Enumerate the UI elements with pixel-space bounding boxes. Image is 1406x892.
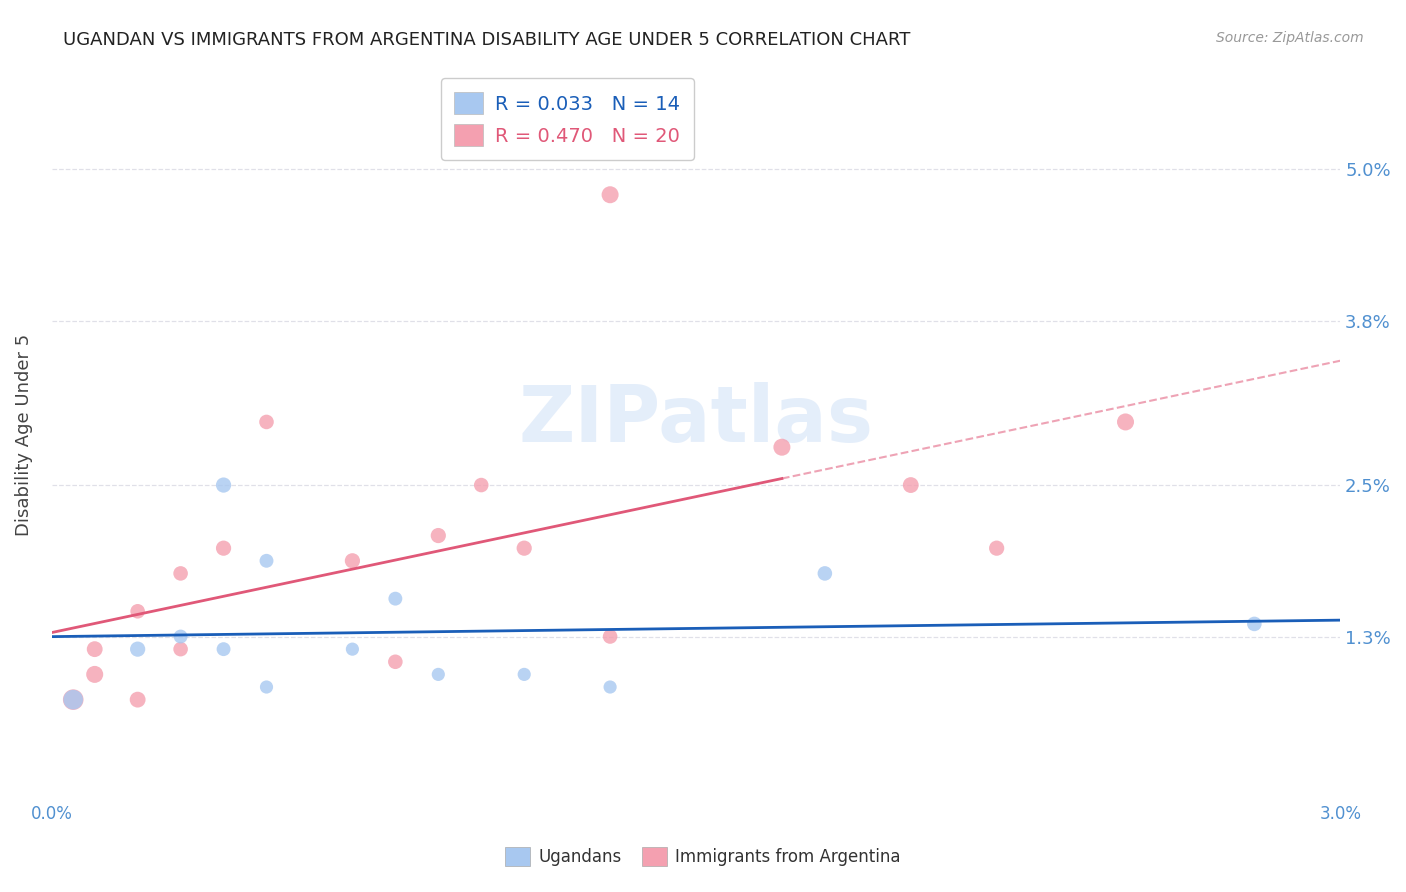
- Point: [212, 642, 235, 657]
- Point: [384, 655, 406, 669]
- Point: [256, 415, 278, 429]
- Point: [513, 667, 536, 681]
- Point: [814, 566, 837, 581]
- Point: [169, 566, 191, 581]
- Text: ZIPatlas: ZIPatlas: [519, 382, 873, 458]
- Point: [256, 554, 278, 568]
- Point: [83, 667, 105, 681]
- Point: [342, 554, 364, 568]
- Point: [127, 604, 149, 618]
- Point: [1243, 616, 1265, 631]
- Point: [127, 642, 149, 657]
- Point: [427, 528, 450, 542]
- Point: [470, 478, 492, 492]
- Point: [513, 541, 536, 556]
- Point: [900, 478, 922, 492]
- Point: [384, 591, 406, 606]
- Point: [212, 541, 235, 556]
- Point: [986, 541, 1008, 556]
- Point: [599, 630, 621, 644]
- Point: [212, 478, 235, 492]
- Point: [342, 642, 364, 657]
- Text: Source: ZipAtlas.com: Source: ZipAtlas.com: [1216, 31, 1364, 45]
- Point: [599, 680, 621, 694]
- Point: [62, 692, 84, 706]
- Point: [169, 630, 191, 644]
- Text: UGANDAN VS IMMIGRANTS FROM ARGENTINA DISABILITY AGE UNDER 5 CORRELATION CHART: UGANDAN VS IMMIGRANTS FROM ARGENTINA DIS…: [63, 31, 911, 49]
- Point: [427, 667, 450, 681]
- Point: [599, 187, 621, 202]
- Point: [256, 680, 278, 694]
- Legend: R = 0.033   N = 14, R = 0.470   N = 20: R = 0.033 N = 14, R = 0.470 N = 20: [440, 78, 693, 160]
- Point: [1115, 415, 1137, 429]
- Point: [127, 692, 149, 706]
- Point: [169, 642, 191, 657]
- Point: [83, 642, 105, 657]
- Point: [770, 440, 793, 454]
- Point: [62, 692, 84, 706]
- Legend: Ugandans, Immigrants from Argentina: Ugandans, Immigrants from Argentina: [499, 840, 907, 873]
- Y-axis label: Disability Age Under 5: Disability Age Under 5: [15, 334, 32, 536]
